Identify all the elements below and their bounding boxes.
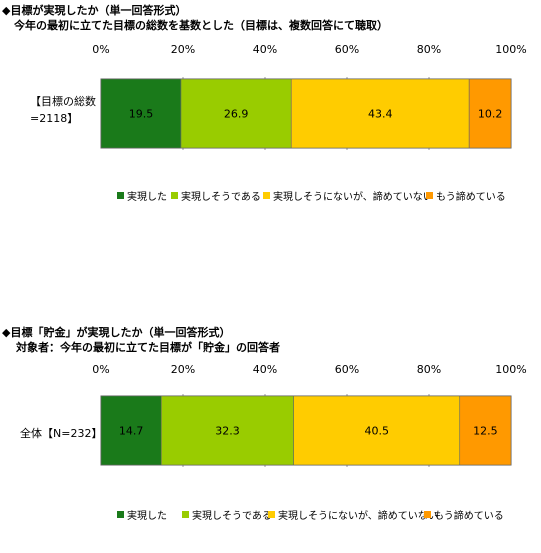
category-label: 全体【N=232】 xyxy=(20,426,102,440)
legend-swatch xyxy=(182,511,189,518)
bar-segment xyxy=(459,395,512,466)
bar-segment xyxy=(100,395,162,466)
data-label: 43.4 xyxy=(368,108,393,121)
data-label: 12.5 xyxy=(473,425,498,438)
legend-label: 実現しそうにないが、諦めていない xyxy=(278,509,438,522)
data-label: 14.7 xyxy=(119,425,144,438)
bar-segment xyxy=(100,78,182,149)
x-tick-label: 20% xyxy=(171,43,195,56)
legend-label: もう諦めている xyxy=(436,190,506,203)
legend-label: もう諦めている xyxy=(434,509,504,522)
legend-label: 実現した xyxy=(127,509,167,522)
data-label: 26.9 xyxy=(224,108,249,121)
x-tick-label: 100% xyxy=(495,363,526,376)
data-label: 10.2 xyxy=(478,108,503,121)
x-tick-label: 40% xyxy=(253,363,277,376)
bar-segment xyxy=(180,78,292,149)
x-tick-label: 20% xyxy=(171,363,195,376)
x-tick-label: 60% xyxy=(335,363,359,376)
legend-label: 実現した xyxy=(127,190,167,203)
data-label: 19.5 xyxy=(129,108,154,121)
x-tick-label: 0% xyxy=(92,43,109,56)
data-label: 40.5 xyxy=(364,425,389,438)
x-tick-label: 100% xyxy=(495,43,526,56)
legend-label: 実現しそうである xyxy=(192,509,272,522)
x-tick-label: 80% xyxy=(417,43,441,56)
legend-label: 実現しそうにないが、諦めていない xyxy=(273,190,433,203)
chart-title: ◆目標が実現したか（単一回答形式） xyxy=(2,3,186,17)
legend-swatch xyxy=(117,192,124,199)
bar-segment xyxy=(293,395,461,466)
chart-2: ◆目標「貯金」が実現したか（単一回答形式）対象者：今年の最初に立てた目標が「貯金… xyxy=(2,325,527,522)
category-label: =2118】 xyxy=(30,112,78,125)
x-tick-label: 60% xyxy=(335,43,359,56)
chart-title: ◆目標「貯金」が実現したか（単一回答形式） xyxy=(2,325,230,339)
x-tick-label: 80% xyxy=(417,363,441,376)
bar-segment xyxy=(160,395,294,466)
legend-label: 実現しそうである xyxy=(181,190,261,203)
bar-segment xyxy=(468,78,512,149)
category-label: 【目標の総数 xyxy=(30,94,96,108)
legend-swatch xyxy=(426,192,433,199)
legend-swatch xyxy=(171,192,178,199)
x-tick-label: 40% xyxy=(253,43,277,56)
data-label: 32.3 xyxy=(215,425,240,438)
legend-swatch xyxy=(263,192,270,199)
chart-subtitle: 今年の最初に立てた目標の総数を基数とした（目標は、複数回答にて聴取） xyxy=(13,18,388,32)
legend-swatch xyxy=(424,511,431,518)
x-tick-label: 0% xyxy=(92,363,109,376)
legend-swatch xyxy=(117,511,124,518)
chart-1: ◆目標が実現したか（単一回答形式）今年の最初に立てた目標の総数を基数とした（目標… xyxy=(2,3,527,203)
chart-subtitle: 対象者：今年の最初に立てた目標が「貯金」の回答者 xyxy=(15,340,280,354)
legend-swatch xyxy=(268,511,275,518)
